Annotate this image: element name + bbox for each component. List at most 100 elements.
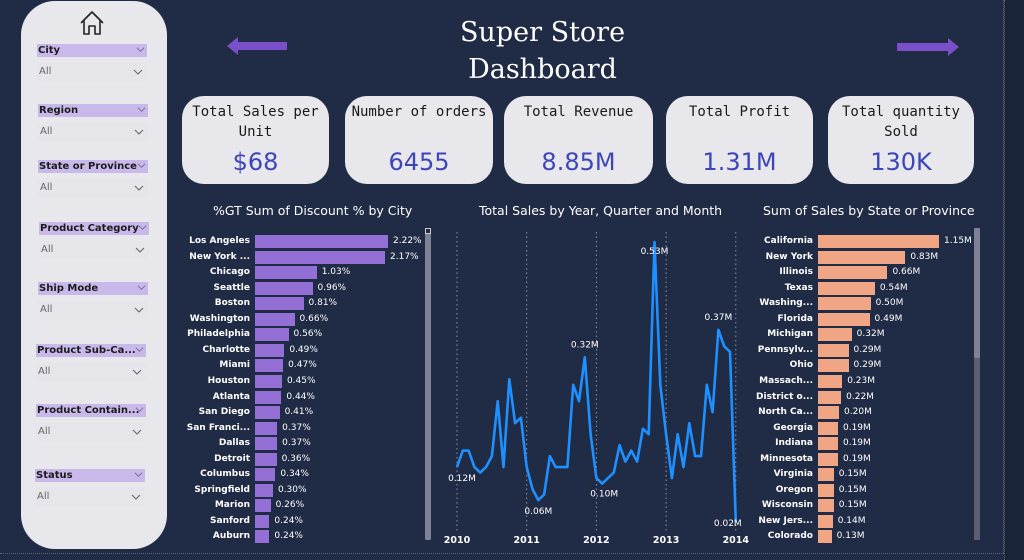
bar[interactable]	[255, 530, 270, 544]
bar-value-label: 0.47%	[288, 360, 317, 371]
slicer-header[interactable]: Status	[35, 469, 145, 482]
bar[interactable]	[255, 483, 273, 497]
bar[interactable]	[818, 452, 838, 466]
slicer-header[interactable]: Product Category	[39, 222, 149, 235]
bar[interactable]	[255, 281, 313, 295]
bar-category-label: Houston	[207, 375, 250, 386]
bar[interactable]	[818, 297, 871, 311]
chevron-down-icon[interactable]	[133, 68, 143, 76]
chevron-down-icon[interactable]	[132, 428, 142, 436]
bar-category-label: Sanford	[210, 515, 250, 526]
bar-category-label: Springfield	[194, 484, 250, 495]
bar[interactable]	[255, 390, 282, 404]
bar[interactable]	[818, 437, 838, 451]
slicer-label: Product Category	[40, 223, 139, 234]
bar[interactable]	[818, 390, 842, 404]
slicer: Product Category All	[39, 222, 149, 259]
chevron-down-icon[interactable]	[132, 368, 142, 376]
bar[interactable]	[255, 250, 385, 264]
slicer-dropdown[interactable]: All	[39, 241, 149, 259]
bar-value-label: 0.37%	[282, 422, 311, 433]
state-scroll-track[interactable]	[974, 358, 980, 540]
bar[interactable]	[255, 297, 304, 311]
slicer-value: All	[38, 426, 51, 437]
bar[interactable]	[255, 312, 295, 326]
slicer: State or Province All	[38, 160, 148, 197]
bar[interactable]	[255, 499, 271, 513]
bar[interactable]	[818, 235, 939, 248]
slicer-dropdown[interactable]: All	[38, 179, 148, 197]
slicer-label: State or Province	[39, 161, 137, 172]
arrow-right-icon[interactable]	[897, 37, 959, 57]
bar[interactable]	[255, 235, 388, 248]
bar[interactable]	[255, 328, 289, 342]
bar[interactable]	[818, 421, 838, 435]
sales-line[interactable]	[455, 240, 738, 523]
chevron-down-icon[interactable]	[137, 283, 146, 292]
home-icon[interactable]	[78, 9, 106, 37]
bar[interactable]	[818, 374, 843, 388]
bar[interactable]	[255, 266, 317, 280]
slicer-header[interactable]: Product Contain...	[36, 404, 146, 417]
bar[interactable]	[818, 499, 834, 513]
slicer-dropdown[interactable]: All	[36, 423, 146, 441]
bar[interactable]	[255, 437, 278, 451]
slicer-header[interactable]: Region	[38, 104, 148, 117]
line-data-label: 0.32M	[571, 340, 599, 350]
bar[interactable]	[255, 374, 282, 388]
bar[interactable]	[255, 468, 276, 482]
bar[interactable]	[818, 359, 849, 373]
slicer-header[interactable]: Ship Mode	[38, 282, 148, 295]
slicer-dropdown[interactable]: All	[35, 488, 145, 506]
slicer-dropdown[interactable]: All	[38, 123, 148, 141]
bar-value-label: 0.45%	[286, 375, 316, 386]
chevron-down-icon[interactable]	[137, 161, 146, 170]
bar[interactable]	[818, 266, 888, 280]
slicer-value: All	[37, 491, 50, 502]
bar[interactable]	[818, 312, 870, 326]
chevron-down-icon[interactable]	[134, 128, 144, 136]
bar-category-label: Boston	[214, 298, 250, 309]
kpi-value: $68	[232, 148, 279, 176]
bar[interactable]	[818, 343, 849, 357]
bar[interactable]	[818, 281, 875, 295]
bar[interactable]	[818, 468, 834, 482]
bar[interactable]	[255, 406, 280, 420]
chevron-down-icon[interactable]	[137, 105, 146, 114]
kpi-label: Total Revenue	[523, 104, 634, 120]
chevron-down-icon[interactable]	[135, 246, 145, 254]
chevron-down-icon[interactable]	[131, 493, 141, 501]
chevron-down-icon[interactable]	[134, 184, 144, 192]
chevron-down-icon[interactable]	[134, 306, 144, 314]
bar[interactable]	[818, 406, 840, 420]
arrow-left-icon[interactable]	[227, 36, 289, 56]
bar[interactable]	[818, 483, 834, 497]
bar[interactable]	[818, 514, 833, 528]
slicer-dropdown[interactable]: All	[36, 363, 146, 381]
chevron-down-icon[interactable]	[135, 345, 144, 354]
chevron-down-icon[interactable]	[136, 45, 145, 54]
chevron-down-icon[interactable]	[135, 405, 144, 414]
chevron-down-icon[interactable]	[138, 223, 147, 232]
slicer-dropdown[interactable]: All	[38, 301, 148, 319]
slicer-header[interactable]: State or Province	[38, 160, 148, 173]
slicer-value: All	[40, 182, 53, 193]
bar[interactable]	[255, 452, 277, 466]
bar[interactable]	[255, 343, 285, 357]
city-chart-scrollbar[interactable]	[425, 228, 431, 540]
bar[interactable]	[818, 530, 832, 544]
bar[interactable]	[255, 514, 270, 528]
state-chart-scrollbar[interactable]	[974, 228, 980, 358]
bar[interactable]	[255, 359, 284, 373]
slicer-header[interactable]: Product Sub-Ca...	[36, 344, 146, 357]
bar[interactable]	[818, 250, 906, 264]
slicer-dropdown[interactable]: All	[37, 63, 147, 81]
scrollbar-top-handle[interactable]	[425, 228, 431, 234]
bar[interactable]	[255, 421, 278, 435]
slicer-label: City	[38, 45, 61, 56]
bar[interactable]	[818, 328, 852, 342]
bar-value-label: 0.15M	[838, 484, 867, 495]
kpi-label: Total quantity Sold	[841, 104, 960, 140]
slicer-header[interactable]: City	[37, 44, 147, 57]
chevron-down-icon[interactable]	[134, 470, 143, 479]
